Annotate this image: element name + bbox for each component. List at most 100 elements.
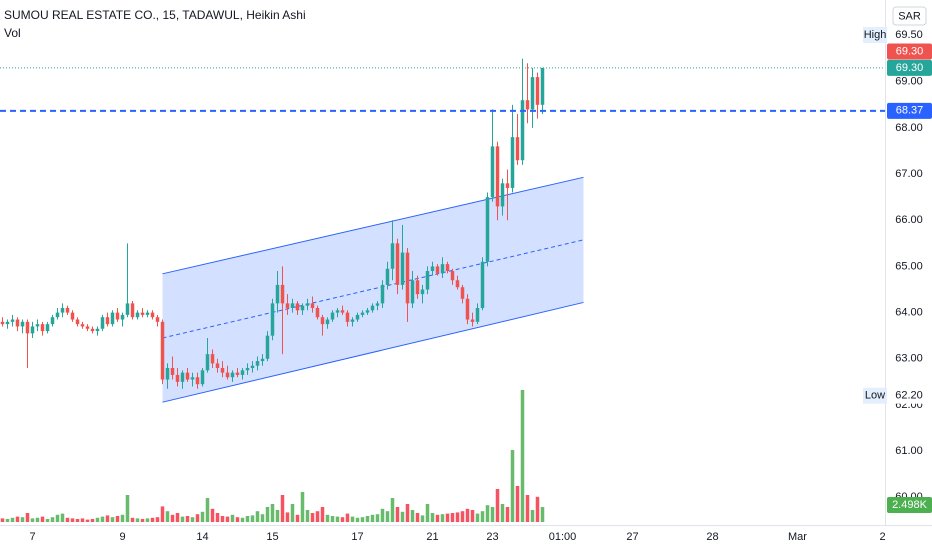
volume-bar bbox=[460, 511, 465, 522]
currency[interactable]: SAR bbox=[898, 10, 921, 22]
volume-bar bbox=[0, 518, 5, 522]
volume-bar bbox=[30, 518, 35, 522]
volume-title: Vol bbox=[4, 26, 21, 40]
low-name-box bbox=[863, 387, 887, 404]
volume-bar bbox=[100, 516, 105, 522]
candle-body bbox=[105, 317, 110, 325]
x-tick-label: 9 bbox=[119, 531, 125, 543]
volume-bar bbox=[35, 517, 40, 522]
candle-body bbox=[200, 370, 205, 385]
x-tick-label: 23 bbox=[486, 531, 498, 543]
candle-body bbox=[390, 243, 395, 269]
y-tick-label: 64.00 bbox=[895, 307, 923, 319]
candle-body bbox=[540, 67, 545, 105]
x-tick-label: 15 bbox=[266, 531, 278, 543]
x-tick-label: Mar bbox=[788, 531, 807, 543]
candle-body bbox=[255, 361, 260, 366]
volume-bar bbox=[95, 517, 100, 522]
volume-bar bbox=[110, 517, 115, 522]
volume-bar bbox=[530, 510, 535, 522]
volume-bar bbox=[135, 518, 140, 522]
volume-bar bbox=[430, 513, 435, 522]
candle-body bbox=[70, 312, 75, 320]
volume-bar bbox=[105, 515, 110, 522]
candle-body bbox=[335, 310, 340, 313]
candle-body bbox=[500, 183, 505, 207]
candle-body bbox=[160, 321, 165, 380]
volume-bar bbox=[230, 514, 235, 522]
candle-body bbox=[430, 266, 435, 272]
volume-bar bbox=[115, 516, 120, 522]
volume-bar bbox=[295, 514, 300, 522]
volume-bar bbox=[155, 517, 160, 522]
volume-bar bbox=[225, 516, 230, 522]
channel-middle bbox=[162, 239, 584, 339]
candle-body bbox=[25, 321, 30, 334]
y-tick-label: 67.00 bbox=[895, 168, 923, 180]
volume-bar bbox=[490, 507, 495, 522]
volume-bar bbox=[125, 495, 130, 522]
candle-body bbox=[155, 317, 160, 322]
volume-bar bbox=[465, 508, 470, 522]
candle-body bbox=[210, 354, 215, 364]
currency-box[interactable] bbox=[892, 6, 927, 26]
volume-bar bbox=[400, 511, 405, 522]
volume-bar bbox=[515, 486, 520, 522]
y-tick-label: 63.00 bbox=[895, 353, 923, 365]
volume-bar bbox=[455, 512, 460, 522]
candle-body bbox=[175, 374, 180, 382]
candle-body bbox=[375, 303, 380, 306]
volume-bar bbox=[330, 516, 335, 522]
candle-body bbox=[55, 312, 60, 318]
high-value: 69.50 bbox=[895, 29, 923, 41]
volume-bar bbox=[5, 519, 10, 522]
volume-bar bbox=[285, 512, 290, 522]
volume-bar bbox=[170, 514, 175, 522]
candle-body bbox=[190, 377, 195, 380]
candle-body bbox=[40, 324, 45, 332]
volume-bar bbox=[15, 516, 20, 522]
volume-bar bbox=[200, 511, 205, 522]
candle-body bbox=[135, 312, 140, 318]
volume-bar bbox=[525, 495, 530, 522]
x-tick-label: 21 bbox=[426, 531, 438, 543]
x-tick-label: 7 bbox=[29, 531, 35, 543]
volume-bar bbox=[480, 511, 485, 522]
candle-body bbox=[45, 324, 50, 332]
low-value: 62.20 bbox=[895, 390, 923, 402]
last-price-label-box bbox=[887, 59, 932, 76]
prev-close-label-box bbox=[887, 43, 932, 60]
chart-title: SUMOU REAL ESTATE CO., 15, TADAWUL, Heik… bbox=[4, 8, 306, 22]
candle-body bbox=[330, 312, 335, 320]
volume-bar bbox=[340, 517, 345, 522]
volume-bar bbox=[335, 516, 340, 522]
volume-bar bbox=[470, 510, 475, 522]
volume-bar bbox=[175, 513, 180, 522]
volume-bar bbox=[410, 510, 415, 522]
candle-body bbox=[225, 372, 230, 378]
candle-body bbox=[280, 284, 285, 304]
candle-body bbox=[90, 328, 95, 332]
candle-body bbox=[215, 363, 220, 369]
candle-body bbox=[425, 271, 430, 290]
x-tick-label: 2 bbox=[879, 531, 885, 543]
volume-bar bbox=[475, 513, 480, 522]
candle-body bbox=[315, 307, 320, 318]
candle-body bbox=[320, 317, 325, 325]
volume-bar bbox=[440, 514, 445, 522]
candle-body bbox=[30, 326, 35, 334]
volume-bar bbox=[485, 505, 490, 522]
volume-bar bbox=[390, 498, 395, 522]
candle-body bbox=[220, 368, 225, 373]
volume-bar bbox=[40, 516, 45, 522]
volume-bar bbox=[70, 518, 75, 522]
volume-bar bbox=[535, 496, 540, 522]
candle-body bbox=[400, 252, 405, 285]
candle-body bbox=[480, 261, 485, 308]
volume-bar bbox=[320, 507, 325, 522]
candle-body bbox=[525, 100, 530, 110]
candle-body bbox=[125, 303, 130, 315]
volume-bar bbox=[420, 515, 425, 522]
candle-body bbox=[360, 312, 365, 315]
volume-bar bbox=[370, 514, 375, 522]
